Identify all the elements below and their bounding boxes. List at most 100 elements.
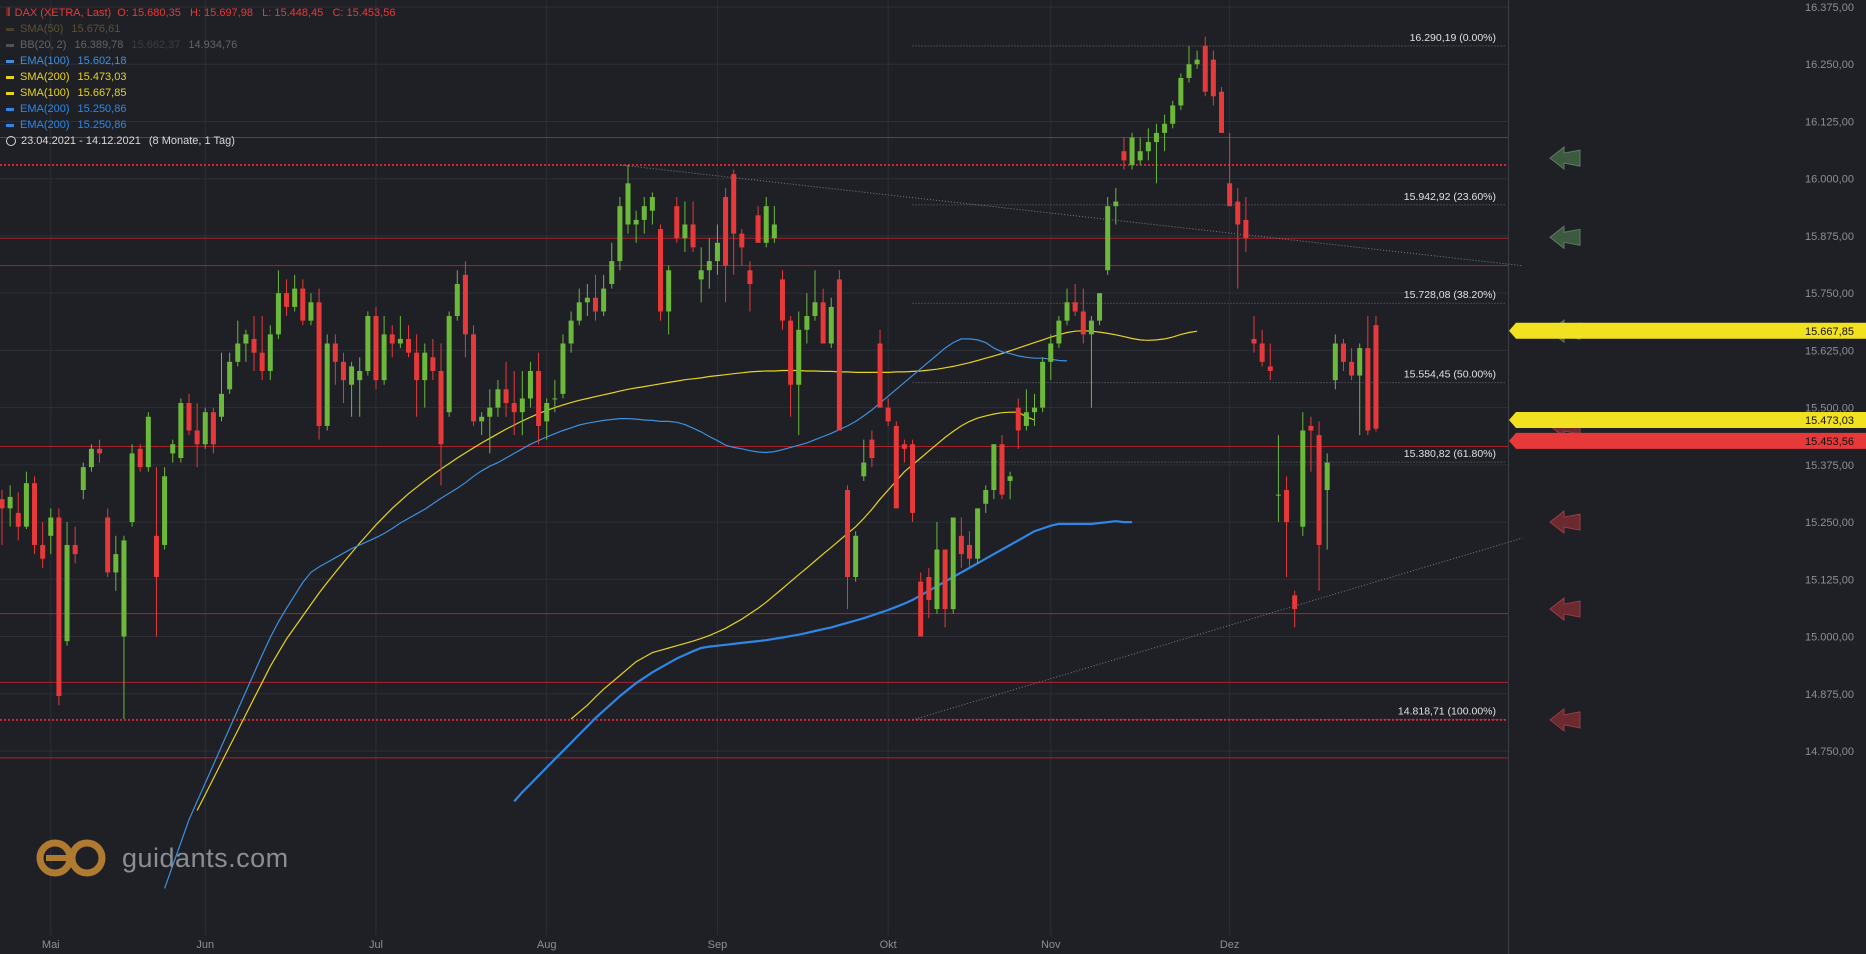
bb-lower-value: 14.934,76 [188, 39, 238, 51]
legend-row-ema200-a[interactable]: EMA(200) 15.250,86 [6, 101, 395, 117]
candle-body [1202, 45, 1208, 92]
candle-body [422, 352, 428, 381]
candle-body [1170, 105, 1176, 124]
candle-body [633, 219, 639, 225]
candle-body [788, 320, 794, 385]
y-tick-label: 15.625,00 [1805, 345, 1854, 357]
x-tick-label: Dez [1220, 939, 1240, 951]
candle-body [56, 517, 62, 697]
candle-body [1340, 343, 1346, 362]
candle-body [893, 425, 899, 509]
candle-body [32, 483, 38, 545]
x-tick-label: Aug [537, 939, 557, 951]
moving-average-line [196, 330, 1198, 811]
current-price-tag [1509, 411, 1866, 428]
candle-body [739, 233, 745, 248]
candle-body [251, 338, 257, 353]
candle-body [698, 270, 704, 280]
candle-body [731, 174, 737, 234]
candle-body [901, 444, 907, 449]
candle-body [0, 499, 5, 509]
ema200-value: 15.250,86 [77, 119, 127, 131]
candle-body [1235, 201, 1241, 225]
candle-body [503, 389, 509, 404]
y-tick-label: 15.375,00 [1805, 460, 1854, 472]
candle-body [23, 483, 29, 527]
candle-body [105, 517, 111, 573]
candle-body [308, 302, 314, 321]
trendline [619, 164, 1523, 267]
candle-body [414, 352, 420, 381]
y-tick-label: 14.750,00 [1805, 746, 1854, 758]
candle-body [950, 517, 956, 610]
y-tick-label: 16.000,00 [1805, 174, 1854, 186]
candle-body [966, 544, 972, 559]
candle-body [324, 343, 330, 426]
candle-body [1064, 302, 1070, 321]
candle-body [487, 407, 493, 417]
candle-body [340, 361, 346, 381]
current-price-tag-label: 15.667,85 [1805, 326, 1854, 338]
candle-body [471, 334, 477, 422]
y-tick-label: 16.375,00 [1805, 2, 1854, 14]
candle-body [519, 398, 525, 413]
candle-body [568, 320, 574, 344]
candle-body [48, 517, 54, 536]
legend-row-bb[interactable]: BB(20, 2) 16.389,78 15.662,37 14.934,76 [6, 37, 395, 53]
candle-body [1267, 366, 1273, 371]
x-tick-label: Mai [42, 939, 60, 951]
bb-label: BB(20, 2) [20, 39, 67, 51]
candle-body [625, 183, 631, 225]
legend-row-ema100[interactable]: EMA(100) 15.602,18 [6, 53, 395, 69]
candle-body [658, 229, 664, 312]
current-price-tag [1509, 432, 1866, 449]
candle-body [1357, 348, 1363, 376]
legend-row-sma100[interactable]: SMA(100) 15.667,85 [6, 85, 395, 101]
candle-body [674, 206, 680, 239]
candle-body [454, 283, 460, 317]
x-tick-label: Okt [880, 939, 897, 951]
candle-body [527, 370, 533, 399]
candle-body [682, 224, 688, 239]
candle-body [373, 316, 379, 381]
candle-body [641, 206, 647, 220]
x-tick-label: Jul [369, 939, 383, 951]
candle-body [349, 366, 355, 385]
y-tick-label: 15.500,00 [1805, 403, 1854, 415]
candle-body [601, 288, 607, 312]
candle-body [1032, 407, 1038, 413]
legend-row-sma50[interactable]: SMA(50) 15.676,61 [6, 21, 395, 37]
candle-body [1308, 425, 1314, 431]
instrument-name: DAX (XETRA, Last) [14, 7, 112, 19]
candle-body [1300, 430, 1306, 527]
bb-swatch [6, 43, 14, 47]
candle-body [153, 535, 159, 578]
legend-row-sma200[interactable]: SMA(200) 15.473,03 [6, 69, 395, 85]
candle-body [210, 412, 216, 445]
candle-body [1243, 219, 1249, 239]
current-price-tag-label: 15.453,56 [1805, 436, 1854, 448]
candle-body [137, 448, 143, 468]
candle-body [243, 334, 249, 344]
legend-row-ema200-b[interactable]: EMA(200) 15.250,86 [6, 117, 395, 133]
x-tick-label: Nov [1041, 939, 1061, 951]
candle-body [284, 293, 290, 307]
candle-body [649, 197, 655, 211]
ema200-swatch [6, 107, 14, 111]
candle-body [129, 453, 135, 523]
candle-body [983, 490, 989, 504]
candle-body [1324, 462, 1330, 491]
candle-body [145, 416, 151, 468]
candle-body [357, 370, 363, 381]
candle-body [1219, 91, 1224, 133]
moving-average-line [164, 338, 1068, 889]
fibonacci-level-label: 15.942,92 (23.60%) [1404, 191, 1496, 203]
candle-body [170, 444, 176, 454]
candle-body [300, 288, 306, 321]
candle-body [861, 462, 867, 477]
candle-body [1284, 490, 1290, 523]
candle-body [1113, 201, 1119, 207]
candle-body [1316, 435, 1322, 545]
y-tick-label: 16.250,00 [1805, 59, 1854, 71]
